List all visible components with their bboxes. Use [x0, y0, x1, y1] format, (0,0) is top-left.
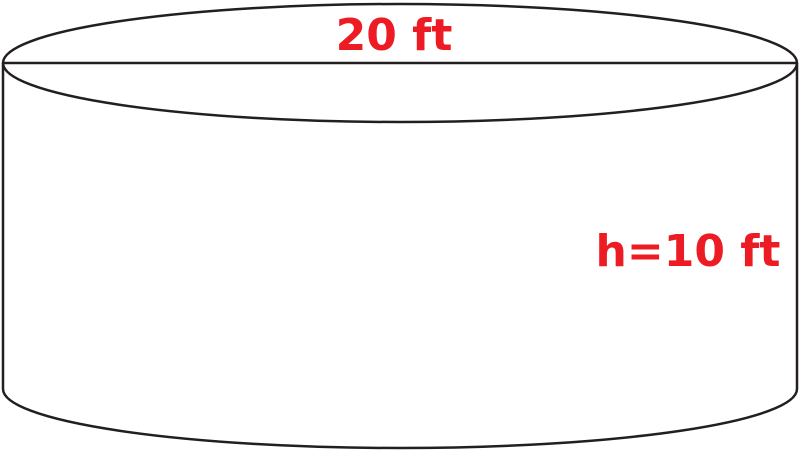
cylinder-bottom-arc [1, 388, 799, 450]
height-label: h=10 ft [596, 226, 781, 277]
diameter-label: 20 ft [336, 10, 453, 61]
